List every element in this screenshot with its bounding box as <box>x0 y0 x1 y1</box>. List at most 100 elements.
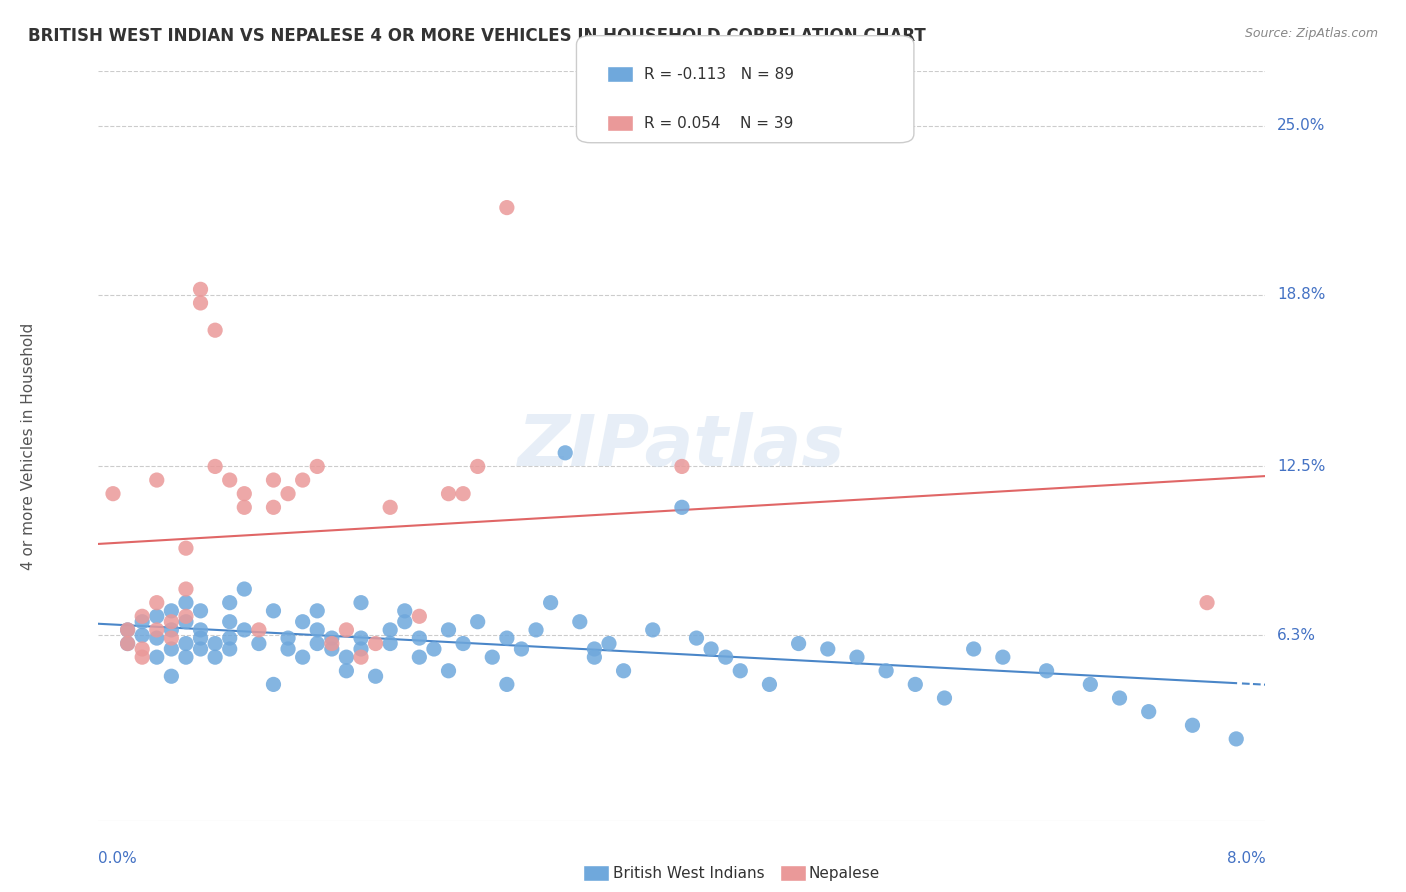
Point <box>131 609 153 624</box>
Point <box>146 631 169 645</box>
Point <box>540 596 562 610</box>
Point <box>583 650 606 665</box>
Point <box>117 623 139 637</box>
Point <box>612 664 634 678</box>
Point <box>160 631 183 645</box>
Point <box>291 650 314 665</box>
Point <box>730 664 752 678</box>
Text: R = -0.113   N = 89: R = -0.113 N = 89 <box>644 67 794 81</box>
Point <box>991 650 1014 665</box>
Point <box>700 642 723 657</box>
Point <box>247 636 270 650</box>
Point <box>117 623 139 637</box>
Point <box>335 664 357 678</box>
Point <box>350 631 373 645</box>
Point <box>307 604 329 618</box>
Point <box>204 650 226 665</box>
Text: 6.3%: 6.3% <box>1277 628 1316 643</box>
Point <box>437 664 460 678</box>
Point <box>1080 677 1102 691</box>
Point <box>174 650 197 665</box>
Text: Nepalese: Nepalese <box>808 866 880 880</box>
Point <box>160 604 183 618</box>
Point <box>496 201 519 215</box>
Text: 25.0%: 25.0% <box>1277 119 1326 133</box>
Point <box>467 615 489 629</box>
Point <box>510 642 533 657</box>
Point <box>364 636 387 650</box>
Point <box>174 615 197 629</box>
Point <box>394 604 416 618</box>
Point <box>117 636 139 650</box>
Point <box>277 642 299 657</box>
Point <box>321 631 343 645</box>
Point <box>1197 596 1219 610</box>
Point <box>277 631 299 645</box>
Point <box>380 500 402 515</box>
Point <box>408 650 430 665</box>
Point <box>904 677 927 691</box>
Point <box>554 446 576 460</box>
Point <box>1181 718 1204 732</box>
Point <box>218 631 240 645</box>
Point <box>233 623 256 637</box>
Point <box>174 636 197 650</box>
Point <box>451 486 474 500</box>
Point <box>131 628 153 642</box>
Point <box>262 473 284 487</box>
Point <box>350 596 373 610</box>
Point <box>787 636 810 650</box>
Point <box>437 486 460 500</box>
Point <box>583 642 606 657</box>
Text: R = 0.054    N = 39: R = 0.054 N = 39 <box>644 116 793 130</box>
Point <box>204 636 226 650</box>
Point <box>408 631 430 645</box>
Point <box>598 636 620 650</box>
Point <box>817 642 839 657</box>
Point <box>190 623 212 637</box>
Point <box>146 473 169 487</box>
Point <box>146 596 169 610</box>
Point <box>218 642 240 657</box>
Point <box>262 604 284 618</box>
Point <box>174 609 197 624</box>
Point <box>146 650 169 665</box>
Point <box>233 582 256 596</box>
Point <box>218 615 240 629</box>
Point <box>218 473 240 487</box>
Point <box>233 500 256 515</box>
Point <box>101 486 124 500</box>
Text: 4 or more Vehicles in Household: 4 or more Vehicles in Household <box>21 322 37 570</box>
Point <box>146 623 169 637</box>
Point <box>174 596 197 610</box>
Point <box>380 636 402 650</box>
Point <box>875 664 897 678</box>
Point <box>321 642 343 657</box>
Point <box>174 582 197 596</box>
Point <box>307 636 329 650</box>
Point <box>364 669 387 683</box>
Point <box>277 486 299 500</box>
Point <box>467 459 489 474</box>
Point <box>685 631 707 645</box>
Point <box>671 459 693 474</box>
Point <box>160 642 183 657</box>
Text: 12.5%: 12.5% <box>1277 459 1326 474</box>
Point <box>568 615 591 629</box>
Point <box>408 609 430 624</box>
Point <box>1035 664 1057 678</box>
Point <box>1225 731 1247 746</box>
Point <box>496 677 519 691</box>
Point <box>671 500 693 515</box>
Text: Source: ZipAtlas.com: Source: ZipAtlas.com <box>1244 27 1378 40</box>
Point <box>350 642 373 657</box>
Point <box>262 677 284 691</box>
Point <box>291 615 314 629</box>
Point <box>1108 691 1130 706</box>
Text: British West Indians: British West Indians <box>613 866 765 880</box>
Point <box>380 623 402 637</box>
Point <box>962 642 984 657</box>
Point <box>262 500 284 515</box>
Text: BRITISH WEST INDIAN VS NEPALESE 4 OR MORE VEHICLES IN HOUSEHOLD CORRELATION CHAR: BRITISH WEST INDIAN VS NEPALESE 4 OR MOR… <box>28 27 927 45</box>
Point <box>190 604 212 618</box>
